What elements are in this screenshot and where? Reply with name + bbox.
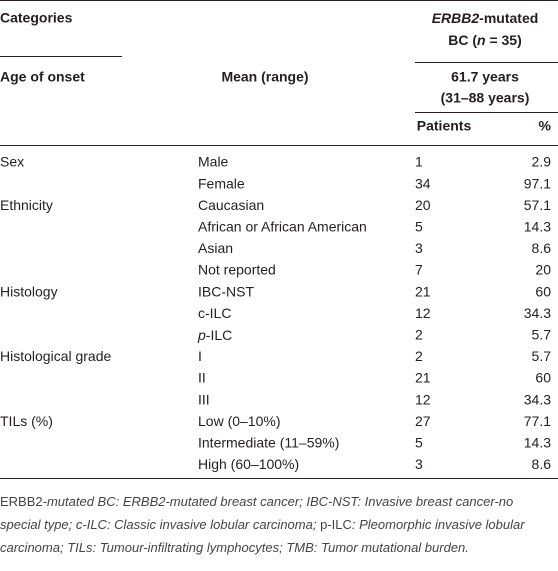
cell: 2.9	[532, 154, 552, 170]
cell: 20	[415, 197, 431, 213]
cell: 34.3	[524, 305, 551, 321]
cell: 12	[415, 305, 431, 321]
cell: Histological grade	[0, 348, 111, 364]
cell: I	[198, 348, 202, 364]
table: Categories ERBB2-mutated BC (n = 35) Age…	[0, 0, 558, 479]
cell: 20	[535, 262, 551, 278]
header-cell: 61.7 years	[451, 69, 519, 85]
text-run: -mutated BC: ERBB2-mutated breast cancer…	[0, 494, 514, 532]
text-run: ERBB2	[0, 494, 43, 509]
cell: High (60–100%)	[198, 456, 299, 472]
cell: 8.6	[532, 456, 552, 472]
text-run: -ILC	[206, 327, 232, 343]
cell: 97.1	[524, 175, 551, 191]
cell: Male	[198, 154, 229, 170]
text-run: p-ILC	[320, 517, 352, 532]
cell: 5.7	[532, 348, 552, 364]
header-cell: Mean (range)	[221, 69, 308, 85]
cell: 60	[535, 283, 551, 299]
cell: 21	[415, 370, 431, 386]
cell: 60	[535, 370, 551, 386]
cell: Ethnicity	[0, 197, 53, 213]
cell: Histology	[0, 283, 58, 299]
cell: 1	[415, 154, 423, 170]
cell: II	[198, 370, 206, 386]
cell: African or African American	[198, 219, 367, 235]
text-run: -mutated	[479, 10, 538, 26]
header-cell: %	[539, 118, 552, 134]
cell: 14.3	[524, 219, 551, 235]
cell: 3	[415, 240, 423, 256]
cell: 34	[415, 175, 431, 191]
cell: Caucasian	[198, 197, 264, 213]
cell: TILs (%)	[0, 413, 53, 429]
cell: Asian	[198, 240, 233, 256]
cell: 5	[415, 219, 423, 235]
text-run: = 35)	[486, 32, 522, 48]
cell: 57.1	[524, 197, 551, 213]
cell: 21	[415, 283, 431, 299]
header-cell: (31–88 years)	[441, 90, 530, 106]
cell: 27	[415, 413, 431, 429]
text-run: BC (	[448, 32, 477, 48]
header-cell: ERBB2-mutated	[432, 10, 539, 26]
text-run: ERBB2	[432, 10, 480, 26]
cell: 8.6	[532, 240, 552, 256]
cell: III	[198, 391, 210, 407]
cell: 2	[415, 348, 423, 364]
cell: 14.3	[524, 435, 551, 451]
text-run: p	[197, 327, 206, 343]
cell: p-ILC	[197, 327, 232, 343]
header-cell: Age of onset	[0, 69, 85, 85]
cell: Not reported	[198, 262, 276, 278]
header-cell: Categories	[0, 10, 73, 26]
cell: 77.1	[524, 413, 551, 429]
cell: IBC-NST	[198, 283, 254, 299]
cell: 7	[415, 262, 423, 278]
header-cell: Patients	[417, 118, 472, 134]
footnote: ERBB2-mutated BC: ERBB2-mutated breast c…	[0, 490, 552, 559]
cell: 5.7	[532, 327, 552, 343]
cell: Low (0–10%)	[198, 413, 281, 429]
cell: 2	[415, 327, 423, 343]
header-cell: BC (n = 35)	[448, 32, 522, 48]
cell: 34.3	[524, 391, 551, 407]
cell: 12	[415, 391, 431, 407]
cell: 5	[415, 435, 423, 451]
cell: c-ILC	[198, 305, 231, 321]
cell: 3	[415, 456, 423, 472]
cell: Intermediate (11–59%)	[198, 435, 339, 451]
cell: Female	[198, 175, 245, 191]
text-run: n	[477, 32, 486, 48]
cell: Sex	[0, 154, 24, 170]
text-run: : Pleomorphic invasive lobular carcinoma…	[0, 517, 525, 555]
